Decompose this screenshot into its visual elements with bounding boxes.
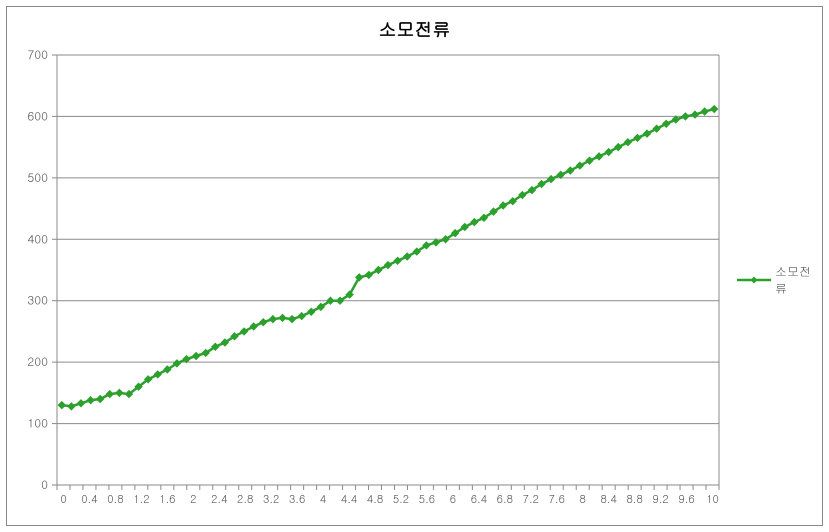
svg-text:500: 500 [27, 169, 48, 186]
legend-label: 소모전류 [775, 263, 822, 297]
svg-text:6: 6 [450, 492, 456, 507]
svg-text:1.6: 1.6 [159, 492, 175, 507]
svg-text:0.4: 0.4 [81, 492, 98, 507]
svg-text:3.6: 3.6 [289, 492, 305, 507]
svg-text:1.2: 1.2 [133, 492, 149, 507]
svg-text:2.4: 2.4 [211, 492, 228, 507]
svg-text:10: 10 [706, 492, 719, 507]
svg-text:600: 600 [27, 107, 48, 124]
svg-text:5.6: 5.6 [419, 492, 435, 507]
svg-text:9.6: 9.6 [678, 492, 694, 507]
svg-text:4: 4 [320, 492, 327, 507]
svg-text:200: 200 [27, 353, 48, 370]
svg-text:0: 0 [60, 492, 66, 507]
svg-text:400: 400 [27, 230, 48, 247]
svg-text:7.2: 7.2 [523, 492, 539, 507]
legend: 소모전류 [737, 263, 822, 297]
svg-text:7.6: 7.6 [549, 492, 565, 507]
svg-text:4.8: 4.8 [367, 492, 383, 507]
svg-text:8: 8 [580, 492, 586, 507]
svg-text:2: 2 [190, 492, 196, 507]
svg-text:0: 0 [41, 476, 48, 493]
chart-frame: 소모전류 0 100 200 300 400 500 600 700 0 0.4 0.8 1.2 1.6… [6, 6, 823, 526]
chart-plot: 0 100 200 300 400 500 600 700 0 0.4 0.8 1.2 1.6 2 2.4 2… [7, 7, 824, 527]
svg-text:0.8: 0.8 [107, 492, 123, 507]
svg-text:3.2: 3.2 [263, 492, 279, 507]
svg-text:5.2: 5.2 [393, 492, 409, 507]
svg-text:8.8: 8.8 [626, 492, 642, 507]
svg-text:2.8: 2.8 [237, 492, 253, 507]
legend-marker [737, 269, 771, 292]
svg-text:8.4: 8.4 [601, 492, 618, 507]
svg-text:100: 100 [27, 415, 48, 432]
svg-text:6.4: 6.4 [471, 492, 488, 507]
svg-text:9.2: 9.2 [652, 492, 668, 507]
svg-text:6.8: 6.8 [497, 492, 513, 507]
svg-text:700: 700 [27, 46, 48, 63]
svg-text:4.4: 4.4 [341, 492, 358, 507]
svg-text:300: 300 [27, 292, 48, 309]
